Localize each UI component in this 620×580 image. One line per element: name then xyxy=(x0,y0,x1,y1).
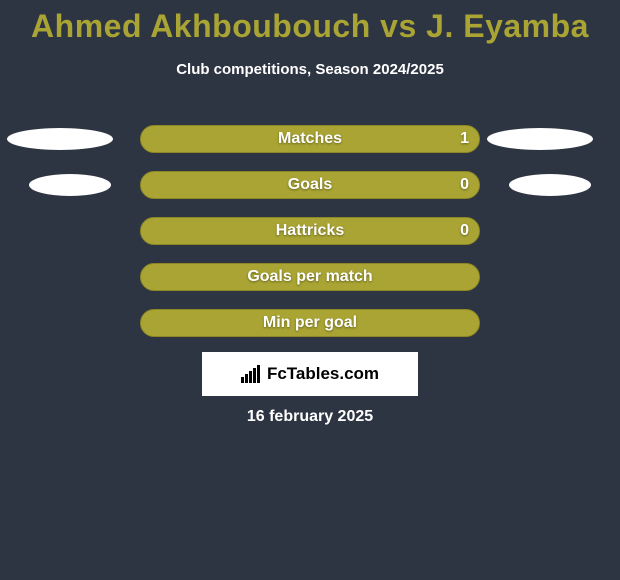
stat-label: Min per goal xyxy=(263,314,357,332)
brand-text: FcTables.com xyxy=(267,364,379,384)
stat-label: Goals xyxy=(288,176,332,194)
stat-row: Goals 0 xyxy=(0,162,620,208)
brand-box: FcTables.com xyxy=(202,352,418,396)
stat-row: Min per goal xyxy=(0,300,620,346)
left-ellipse xyxy=(29,174,111,196)
right-ellipse xyxy=(509,174,591,196)
comparison-infographic: Ahmed Akhboubouch vs J. Eyamba Club comp… xyxy=(0,0,620,580)
stat-bar: Goals per match xyxy=(140,263,480,291)
stat-label: Hattricks xyxy=(276,222,344,240)
stat-value: 0 xyxy=(460,176,469,194)
stat-row: Hattricks 0 xyxy=(0,208,620,254)
left-ellipse xyxy=(7,128,113,150)
stat-label: Goals per match xyxy=(247,268,372,286)
player2-name: J. Eyamba xyxy=(426,8,589,44)
stat-row: Goals per match xyxy=(0,254,620,300)
stat-value: 1 xyxy=(460,130,469,148)
stat-label: Matches xyxy=(278,130,342,148)
stat-row: Matches 1 xyxy=(0,116,620,162)
player1-name: Ahmed Akhboubouch xyxy=(31,8,371,44)
date-text: 16 february 2025 xyxy=(0,408,620,426)
stat-bar: Min per goal xyxy=(140,309,480,337)
stat-value: 0 xyxy=(460,222,469,240)
stat-bar: Hattricks 0 xyxy=(140,217,480,245)
stat-bar: Goals 0 xyxy=(140,171,480,199)
page-title: Ahmed Akhboubouch vs J. Eyamba xyxy=(0,0,620,45)
stat-bar: Matches 1 xyxy=(140,125,480,153)
subtitle: Club competitions, Season 2024/2025 xyxy=(0,61,620,78)
right-ellipse xyxy=(487,128,593,150)
bar-chart-icon xyxy=(241,365,263,383)
title-vs: vs xyxy=(380,8,417,44)
